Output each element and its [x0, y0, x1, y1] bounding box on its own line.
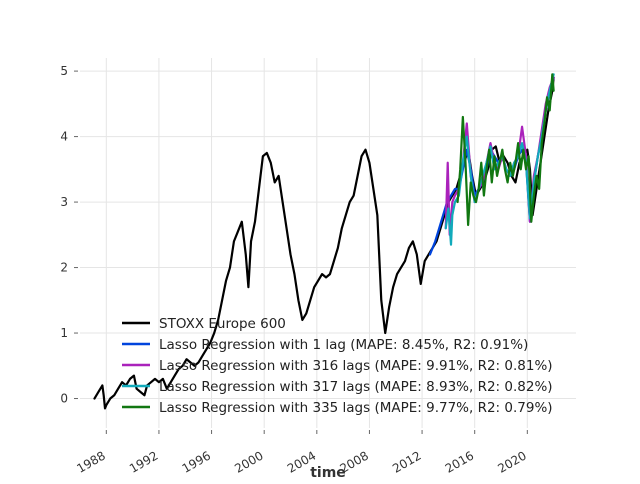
y-tick-label: 4 [60, 130, 68, 144]
x-tick-label: 2020 [495, 448, 528, 475]
legend: STOXX Europe 600 Lasso Regression with 1 … [122, 316, 553, 416]
y-tick-label: 3 [60, 195, 68, 209]
legend-label-3: Lasso Regression with 317 lags (MAPE: 8.… [159, 379, 553, 395]
y-tick-label: 2 [60, 261, 68, 275]
legend-label-4: Lasso Regression with 335 lags (MAPE: 9.… [159, 400, 553, 416]
series-lines [93, 73, 555, 410]
y-tick-label: 0 [60, 392, 68, 406]
x-tick-label: 2000 [232, 448, 265, 475]
legend-label-2: Lasso Regression with 316 lags (MAPE: 9.… [159, 358, 553, 374]
y-tick-label: 5 [60, 64, 68, 78]
x-tick-label: 2012 [390, 448, 423, 475]
x-tick-label: 1992 [127, 448, 160, 475]
legend-label-0: STOXX Europe 600 [159, 316, 286, 332]
grid [80, 58, 576, 428]
y-tick-label: 1 [60, 326, 68, 340]
x-tick-label: 2016 [443, 448, 476, 475]
x-tick-label: 1988 [74, 448, 107, 475]
x-axis-title: time [310, 465, 346, 480]
x-tick-label: 1996 [180, 448, 213, 475]
series-line-4 [456, 73, 555, 227]
legend-label-1: Lasso Regression with 1 lag (MAPE: 8.45%… [159, 337, 528, 353]
